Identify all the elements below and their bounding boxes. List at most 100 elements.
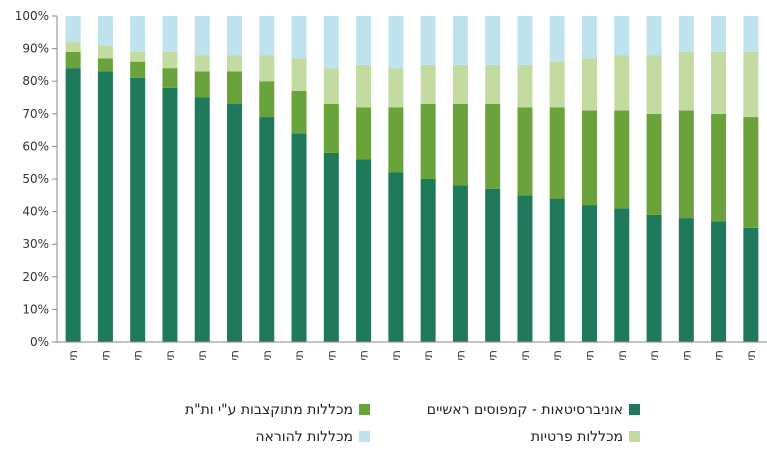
bar-segment-s3-c4 [194,16,210,56]
legend-item-private-colleges: מכללות פרטיות [390,425,640,448]
bar-segment-s3-c20 [711,16,727,52]
bar-segment-s1-c14 [517,107,533,196]
x-tick-label: תשנ"א [98,350,112,360]
bar-segment-s3-c7 [291,16,307,59]
stacked-bar-chart: 0%10%20%30%40%50%60%70%80%90%100% תש"ןתש… [15,9,767,360]
y-tick-label: 60% [22,139,49,153]
x-tick-label: תש"ס [389,350,403,360]
bar-segment-s1-c1 [97,58,113,72]
x-tick-label: תש"ע [712,350,726,360]
bar-segment-s2-c6 [259,55,275,82]
bar-segment-s3-c10 [388,16,404,69]
bar-segment-s2-c10 [388,68,404,108]
bar-segment-s0-c14 [517,195,533,342]
bar-segment-s0-c4 [194,97,210,342]
bar-segment-s3-c16 [582,16,597,59]
bar-segment-s2-c11 [420,64,436,105]
bar-segment-s2-c3 [162,51,178,69]
legend-swatch-budgeted-colleges [359,404,370,415]
bar-segment-s3-c5 [227,16,242,56]
bar-segment-s0-c8 [323,152,339,342]
bar-segment-s1-c10 [388,107,404,173]
bar-segment-s0-c1 [97,71,113,343]
bar-segment-s2-c4 [194,55,210,72]
x-tick-label: תשס"ה [550,350,564,360]
legend-label-universities: אוניברסיטאות - קמפוסים ראשיים [426,401,623,418]
x-tick-label: תשנ"ט [357,350,371,360]
bar-segment-s1-c9 [356,107,372,160]
y-tick-label: 30% [22,237,49,251]
bar-segment-s1-c20 [711,113,727,222]
x-tick-label: תשע"א [744,350,758,360]
bar-segment-s1-c17 [614,110,630,209]
x-tick-label: תשס"ב [453,350,467,360]
bar-segment-s0-c7 [291,133,307,342]
bar-segment-s1-c15 [549,107,565,199]
bar-segment-s3-c21 [743,16,759,52]
bar-segment-s2-c13 [485,64,501,105]
x-tick-label: תשנ"ד [195,350,209,360]
bar-segment-s2-c14 [517,64,533,108]
bar-segment-s1-c18 [646,113,662,215]
bar-segment-s2-c0 [65,42,81,52]
bar-segment-s1-c11 [420,104,436,179]
bar-segment-s0-c12 [452,185,468,342]
bar-segment-s3-c8 [323,16,339,69]
bar-segment-s0-c11 [420,179,436,342]
y-tick-label: 50% [22,172,49,186]
y-tick-label: 20% [22,270,49,284]
legend-swatch-private-colleges [629,431,640,442]
legend-label-budgeted-colleges: מכללות מתוקצבות ע"י ות"ת [184,401,353,418]
y-tick-label: 80% [22,74,49,88]
bar-segment-s0-c15 [549,198,565,342]
y-tick-label: 70% [22,107,49,121]
legend-item-universities: אוניברסיטאות - קמפוסים ראשיים [390,398,640,421]
bar-segment-s2-c8 [323,68,339,105]
y-tick-label: 10% [22,302,49,316]
bar-segment-s3-c15 [549,16,565,62]
bar-segment-s0-c5 [227,104,242,343]
bar-segment-s0-c0 [65,68,81,342]
bar-segment-s2-c5 [227,55,242,72]
bar-segment-s1-c8 [323,104,339,153]
bar-segment-s1-c16 [582,110,597,206]
bar-segment-s1-c3 [162,68,178,88]
bar-segment-s3-c13 [485,16,501,65]
x-tick-label: תשנ"ג [163,350,177,360]
x-tick-label: תשס"ח [647,350,661,360]
bar-segment-s2-c1 [97,45,113,59]
bar-segment-s1-c21 [743,117,759,228]
bar-segment-s3-c1 [97,16,113,46]
bar-segment-s2-c9 [356,64,372,108]
bar-segment-s1-c2 [130,61,146,78]
y-axis: 0% 10% 20% 30% 40% 50% 60% 70% 80% 90% 100% [15,9,58,349]
bar-segment-s0-c2 [130,77,146,342]
legend: אוניברסיטאות - קמפוסים ראשיים מכללות מתו… [120,398,640,448]
bar-segment-s3-c0 [65,16,81,43]
bar-segment-s0-c16 [582,205,597,342]
legend-item-teaching-colleges: מכללות להוראה [120,425,370,448]
bar-segment-s3-c12 [452,16,468,65]
bar-segment-s0-c10 [388,172,404,342]
bar-segment-s0-c19 [678,218,694,342]
x-tick-label: תשנ"ו [260,350,274,360]
bar-segment-s2-c20 [711,51,727,114]
bar-segment-s2-c2 [130,51,146,62]
bar-segment-s2-c19 [678,51,694,111]
x-axis: תש"ן תשנ"א תשנ"ב תשנ"ג תשנ"ד תשנ"ה תשנ"ו תשנ"ז ת… [57,341,767,360]
bar-segment-s3-c19 [678,16,694,52]
bar-segment-s1-c13 [485,104,501,189]
x-tick-label: תשס"ו [583,350,597,360]
x-tick-label: תשס"ט [679,350,693,360]
bar-segment-s2-c15 [549,61,565,108]
y-tick-label: 0% [30,335,49,349]
bar-segment-s2-c21 [743,51,759,118]
legend-item-budgeted-colleges: מכללות מתוקצבות ע"י ות"ת [120,398,370,421]
bar-segment-s1-c12 [452,104,468,186]
bar-segment-s0-c17 [614,208,630,342]
x-tick-label: תשס"ד [518,350,532,360]
bar-segment-s3-c6 [259,16,275,56]
bar-segment-s2-c18 [646,55,662,114]
bar-segment-s3-c14 [517,16,533,65]
legend-label-teaching-colleges: מכללות להוראה [255,428,353,445]
